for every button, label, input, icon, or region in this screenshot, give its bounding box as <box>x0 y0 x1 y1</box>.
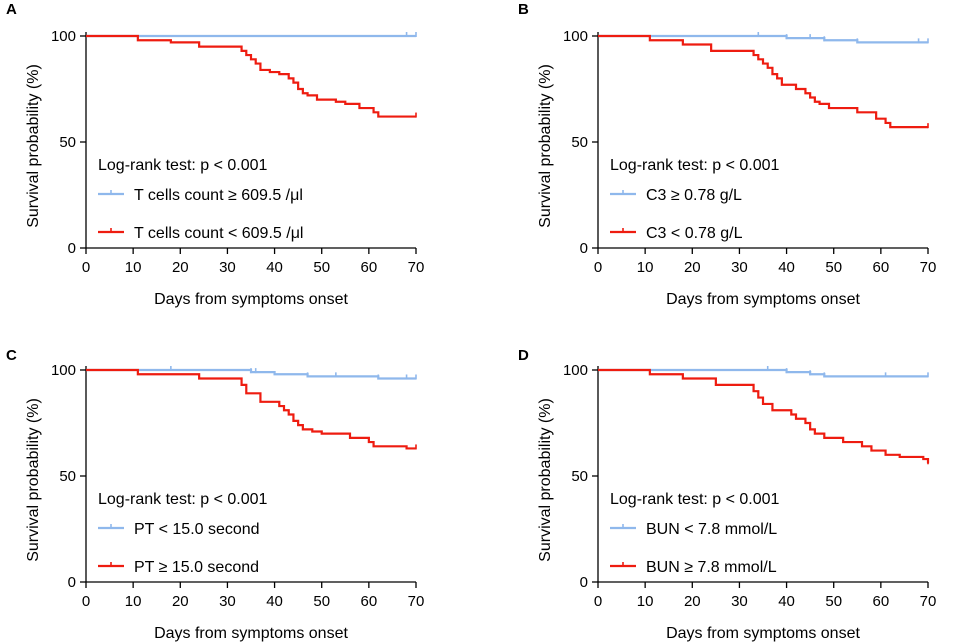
x-tick-label: 30 <box>731 593 748 610</box>
y-tick-label: 50 <box>59 468 76 485</box>
y-tick-label: 0 <box>68 574 76 591</box>
x-tick-label: 10 <box>637 593 654 610</box>
x-tick-label: 70 <box>920 593 937 610</box>
y-tick-label: 100 <box>51 28 76 45</box>
x-tick-label: 20 <box>684 259 701 276</box>
y-tick-label: 0 <box>580 240 588 257</box>
x-tick-label: 60 <box>873 593 890 610</box>
y-tick-label: 50 <box>571 134 588 151</box>
y-axis-title: Survival probability (%) <box>25 398 42 562</box>
y-tick-label: 0 <box>68 240 76 257</box>
x-tick-label: 60 <box>361 593 378 610</box>
panel-c: C 0 10 20 30 40 50 60 70 0 50 100 Days from symptoms… <box>6 347 424 642</box>
y-tick-label: 50 <box>59 134 76 151</box>
survival-curve-risk <box>86 368 416 450</box>
x-tick-label: 10 <box>125 259 142 276</box>
y-tick-label: 50 <box>571 468 588 485</box>
y-tick-label: 100 <box>563 362 588 379</box>
x-tick-label: 0 <box>82 593 90 610</box>
survival-curve-risk <box>86 34 416 118</box>
x-axis-title: Days from symptoms onset <box>666 625 860 642</box>
x-tick-label: 0 <box>82 259 90 276</box>
log-rank-annotation: Log-rank test: p < 0.001 <box>610 157 780 174</box>
x-tick-label: 40 <box>778 259 795 276</box>
x-tick-label: 60 <box>873 259 890 276</box>
x-tick-label: 70 <box>920 259 937 276</box>
log-rank-annotation: Log-rank test: p < 0.001 <box>610 491 780 508</box>
x-tick-label: 40 <box>266 259 283 276</box>
x-tick-label: 20 <box>172 593 189 610</box>
x-tick-label: 0 <box>594 593 602 610</box>
log-rank-annotation: Log-rank test: p < 0.001 <box>98 491 268 508</box>
panel-b: B 0 10 20 30 40 50 60 70 0 50 100 Days from symptoms… <box>518 1 936 308</box>
x-tick-label: 10 <box>125 593 142 610</box>
legend-label: T cells count ≥ 609.5 /μl <box>134 187 303 204</box>
legend-label: BUN < 7.8 mmol/L <box>646 521 777 538</box>
y-axis-title: Survival probability (%) <box>537 64 554 228</box>
y-axis-title: Survival probability (%) <box>25 64 42 228</box>
panel-label: B <box>518 1 529 18</box>
log-rank-annotation: Log-rank test: p < 0.001 <box>98 157 268 174</box>
x-tick-label: 50 <box>313 259 330 276</box>
x-tick-label: 0 <box>594 259 602 276</box>
y-tick-label: 100 <box>51 362 76 379</box>
x-tick-label: 40 <box>266 593 283 610</box>
x-tick-label: 30 <box>731 259 748 276</box>
x-tick-label: 10 <box>637 259 654 276</box>
x-tick-label: 20 <box>172 259 189 276</box>
legend-label: C3 < 0.78 g/L <box>646 225 743 242</box>
x-axis-title: Days from symptoms onset <box>154 625 348 642</box>
x-tick-label: 40 <box>778 593 795 610</box>
x-tick-label: 50 <box>825 593 842 610</box>
x-tick-label: 30 <box>219 259 236 276</box>
x-tick-label: 70 <box>408 259 425 276</box>
panel-label: C <box>6 347 17 364</box>
y-axis-title: Survival probability (%) <box>537 398 554 562</box>
x-tick-label: 70 <box>408 593 425 610</box>
survival-curve-risk <box>598 34 928 129</box>
survival-curve-risk <box>598 368 930 464</box>
x-tick-label: 60 <box>361 259 378 276</box>
legend-label: BUN ≥ 7.8 mmol/L <box>646 559 777 576</box>
legend-label: PT < 15.0 second <box>134 521 260 538</box>
legend-label: C3 ≥ 0.78 g/L <box>646 187 742 204</box>
panel-a: A 0 10 20 30 40 50 60 70 0 50 100 Days from symptoms… <box>6 1 424 308</box>
x-tick-label: 30 <box>219 593 236 610</box>
y-tick-label: 100 <box>563 28 588 45</box>
x-tick-label: 50 <box>313 593 330 610</box>
x-axis-title: Days from symptoms onset <box>154 291 348 308</box>
x-tick-label: 20 <box>684 593 701 610</box>
legend-label: T cells count < 609.5 /μl <box>134 225 303 242</box>
panel-label: D <box>518 347 529 364</box>
y-tick-label: 0 <box>580 574 588 591</box>
legend-label: PT ≥ 15.0 second <box>134 559 259 576</box>
x-axis-title: Days from symptoms onset <box>666 291 860 308</box>
x-tick-label: 50 <box>825 259 842 276</box>
panel-d: D 0 10 20 30 40 50 60 70 0 50 100 Days from symptoms… <box>518 347 936 642</box>
panel-label: A <box>6 1 17 18</box>
